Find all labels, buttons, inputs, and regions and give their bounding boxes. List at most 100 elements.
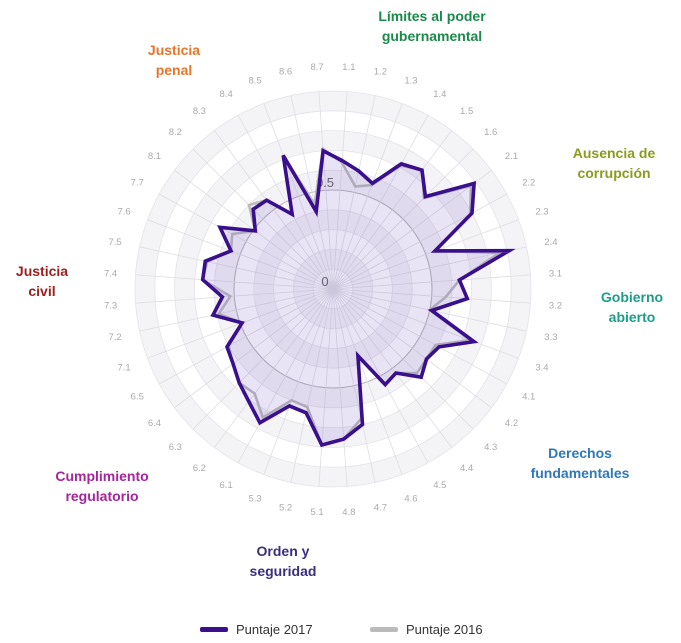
- group-label: Cumplimiento regulatorio: [55, 468, 148, 504]
- axis-label: 5.1: [310, 507, 323, 518]
- radar-series: [200, 146, 516, 448]
- legend-label-2017: Puntaje 2017: [236, 621, 313, 637]
- axis-label: 4.6: [404, 493, 417, 504]
- axis-label: 2.3: [535, 207, 548, 218]
- radar-spoke: [332, 288, 403, 475]
- radar-spoke: [332, 170, 492, 290]
- radar-spoke: [332, 288, 348, 487]
- radar-axis-labels: 1.1 1.2 1.3 1.4 1.5 1.6 2.1 2.2 2.3 2.4 3.1 3.2 3.3 3…: [104, 62, 562, 518]
- group-label: Justicia penal: [148, 42, 200, 78]
- axis-label: 1.3: [404, 76, 417, 87]
- radar-spokes: [135, 91, 531, 487]
- axis-label: 6.4: [148, 418, 161, 429]
- radar-spoke: [237, 115, 334, 290]
- axis-label: 1.4: [433, 89, 446, 100]
- axis-label: 3.1: [549, 269, 562, 280]
- radar-spoke: [192, 148, 334, 290]
- axis-label: 7.5: [108, 237, 121, 248]
- radar-spoke: [263, 288, 334, 475]
- axis-label: 3.3: [544, 332, 557, 343]
- axis-label: 1.2: [374, 67, 387, 78]
- axis-label: 6.2: [193, 463, 206, 474]
- series-2017-line: [200, 148, 516, 448]
- group-label: Justicia civil: [16, 263, 68, 299]
- axis-label: 7.6: [117, 207, 130, 218]
- axis-label: 7.2: [108, 332, 121, 343]
- radial-tick-label: 0: [321, 274, 328, 289]
- group-label: Ausencia de corrupción: [573, 145, 656, 181]
- radar-spoke: [318, 288, 334, 487]
- axis-label: 3.4: [535, 362, 548, 373]
- radar-spoke: [332, 288, 452, 448]
- radar-spoke: [332, 274, 531, 290]
- radar-spoke: [318, 91, 334, 290]
- radar-spoke: [332, 193, 507, 290]
- legend-swatch-2016: [370, 626, 398, 632]
- chart-legend: Puntaje 2017 Puntaje 2016: [200, 619, 520, 639]
- axis-label: 4.8: [342, 507, 355, 518]
- radar-spoke: [214, 288, 334, 448]
- radar-spoke: [139, 288, 334, 332]
- radar-spoke: [332, 115, 429, 290]
- axis-label: 6.3: [169, 442, 182, 453]
- axis-label: 4.1: [522, 391, 535, 402]
- axis-label: 4.2: [505, 418, 518, 429]
- radar-spoke: [147, 219, 334, 290]
- axis-label: 8.6: [279, 67, 292, 78]
- radar-spoke: [332, 288, 429, 463]
- legend-label-2016: Puntaje 2016: [406, 621, 483, 637]
- radar-spoke: [159, 288, 334, 385]
- axis-label: 5.3: [248, 493, 261, 504]
- radar-spoke: [159, 193, 334, 290]
- radar-spoke: [332, 288, 474, 430]
- axis-label: 4.3: [484, 442, 497, 453]
- radar-spoke: [290, 288, 334, 483]
- radar-spoke: [139, 246, 334, 290]
- radar-spoke: [332, 219, 519, 290]
- axis-label: 8.5: [248, 76, 261, 87]
- legend-item-2016[interactable]: Puntaje 2016: [370, 619, 483, 639]
- radar-spoke: [174, 288, 334, 408]
- axis-label: 6.5: [131, 391, 144, 402]
- axis-label: 1.6: [484, 127, 497, 138]
- radar-spoke: [332, 288, 519, 359]
- axis-label: 8.7: [310, 62, 323, 73]
- radar-spoke: [332, 288, 507, 385]
- axis-label: 7.7: [131, 178, 144, 189]
- axis-label: 1.5: [460, 106, 473, 117]
- radar-spoke: [192, 288, 334, 430]
- group-label: Límites al poder gubernamental: [378, 8, 486, 44]
- axis-label: 4.7: [374, 502, 387, 513]
- legend-item-2017[interactable]: Puntaje 2017: [200, 619, 313, 639]
- axis-label: 8.4: [220, 89, 233, 100]
- axis-label: 2.2: [522, 178, 535, 189]
- group-label: Gobierno abierto: [601, 289, 663, 325]
- axis-label: 1.1: [342, 62, 355, 73]
- radar-spoke: [237, 288, 334, 463]
- radar-spoke: [332, 103, 403, 290]
- radar-spoke: [332, 95, 376, 290]
- radar-spoke: [332, 288, 531, 304]
- radar-spoke: [332, 288, 376, 483]
- axis-label: 2.4: [544, 237, 557, 248]
- axis-label: 8.3: [193, 106, 206, 117]
- axis-label: 8.1: [148, 151, 161, 162]
- radar-group-labels: Límites al poder gubernamental Ausencia de…: [16, 8, 663, 579]
- group-label: Derechos fundamentales: [531, 445, 630, 481]
- radar-spoke: [263, 103, 334, 290]
- radar-spoke: [332, 288, 492, 408]
- radar-spoke: [135, 274, 334, 290]
- axis-label: 7.1: [117, 362, 130, 373]
- radar-spoke: [214, 130, 334, 290]
- legend-swatch-2017: [200, 626, 228, 632]
- axis-label: 5.2: [279, 502, 292, 513]
- axis-label: 4.5: [433, 480, 446, 491]
- radar-spoke: [332, 130, 452, 290]
- radar-spoke: [135, 288, 334, 304]
- axis-label: 3.2: [549, 300, 562, 311]
- radar-spoke: [332, 148, 474, 290]
- axis-label: 7.4: [104, 269, 117, 280]
- radar-gridline-0.5: [233, 189, 433, 389]
- radar-spoke: [332, 91, 348, 290]
